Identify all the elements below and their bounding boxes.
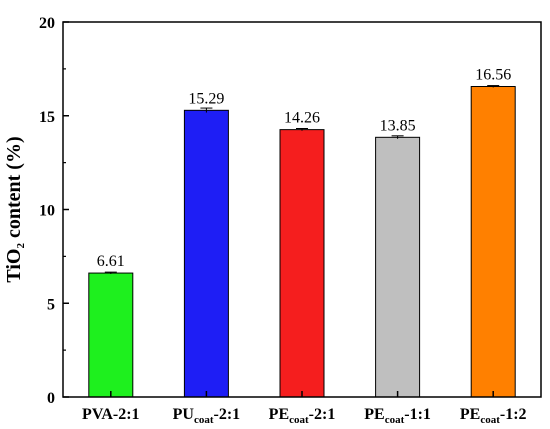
bar-value-label: 6.61 bbox=[97, 253, 125, 270]
data-labels-group: 6.61 15.29 14.26 13.85 16.56 bbox=[97, 67, 511, 271]
bar bbox=[279, 129, 325, 398]
bar-value-label: 16.56 bbox=[475, 67, 511, 84]
y-axis-ticks: 0 5 10 15 20 bbox=[39, 15, 69, 407]
x-category-label: PUcoat-2:1 bbox=[173, 406, 241, 426]
y-tick-label: 20 bbox=[39, 15, 55, 32]
bar-value-label: 15.29 bbox=[188, 90, 224, 107]
bar bbox=[183, 109, 229, 398]
bar bbox=[375, 136, 421, 398]
x-category-label: PEcoat-2:1 bbox=[269, 406, 336, 426]
y-axis-title: TiO2 content (%) bbox=[3, 136, 27, 282]
bar-value-label: 13.85 bbox=[380, 117, 416, 134]
x-category-label: PEcoat-1:2 bbox=[460, 406, 527, 426]
bar-value-label: 14.26 bbox=[284, 110, 320, 127]
x-category-label: PEcoat-1:1 bbox=[364, 406, 431, 426]
bar bbox=[470, 86, 516, 398]
y-tick-label: 15 bbox=[39, 109, 55, 126]
x-category-label: PVA-2:1 bbox=[82, 406, 139, 423]
y-tick-label: 0 bbox=[47, 390, 55, 407]
x-axis-ticks: PVA-2:1 PUcoat-2:1 PEcoat-2:1 PEcoat-1:1 PEc… bbox=[82, 391, 527, 426]
y-tick-label: 10 bbox=[39, 203, 55, 220]
bars-group bbox=[88, 85, 516, 398]
bar bbox=[88, 272, 134, 398]
y-tick-label: 5 bbox=[47, 296, 55, 313]
